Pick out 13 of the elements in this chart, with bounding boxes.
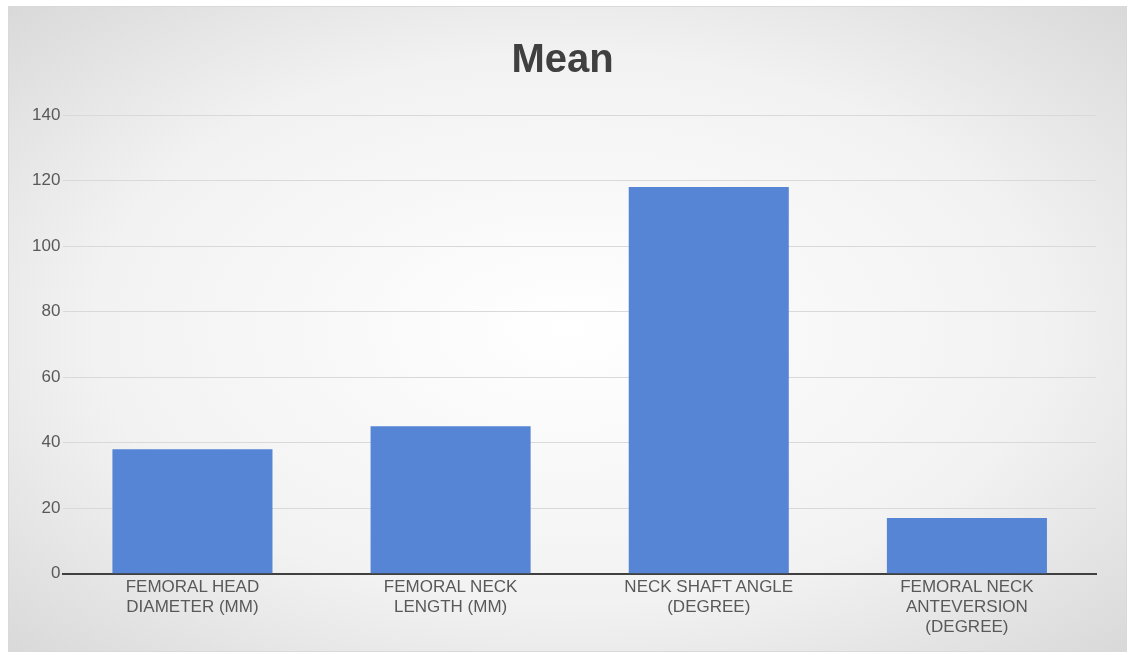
chart-title: Mean	[511, 36, 614, 81]
y-tick-label: 120	[31, 170, 61, 190]
x-tick-label: FEMORAL NECK LENGTH (MM)	[383, 576, 519, 617]
y-tick-label: 80	[41, 301, 61, 321]
y-tick-label: 20	[41, 497, 61, 517]
x-tick-label: FEMORAL NECK ANTEVERSION (DEGREE)	[900, 576, 1035, 637]
y-tick-label: 100	[31, 235, 61, 255]
x-tick-label: FEMORAL HEAD DIAMETER (MM)	[125, 576, 260, 617]
y-tick-label: 40	[41, 432, 61, 452]
x-tick-label: NECK SHAFT ANGLE (DEGREE)	[624, 576, 794, 617]
y-tick-label: 60	[41, 366, 61, 386]
y-tick-label: 0	[50, 563, 61, 583]
y-tick-label: 140	[31, 104, 61, 124]
